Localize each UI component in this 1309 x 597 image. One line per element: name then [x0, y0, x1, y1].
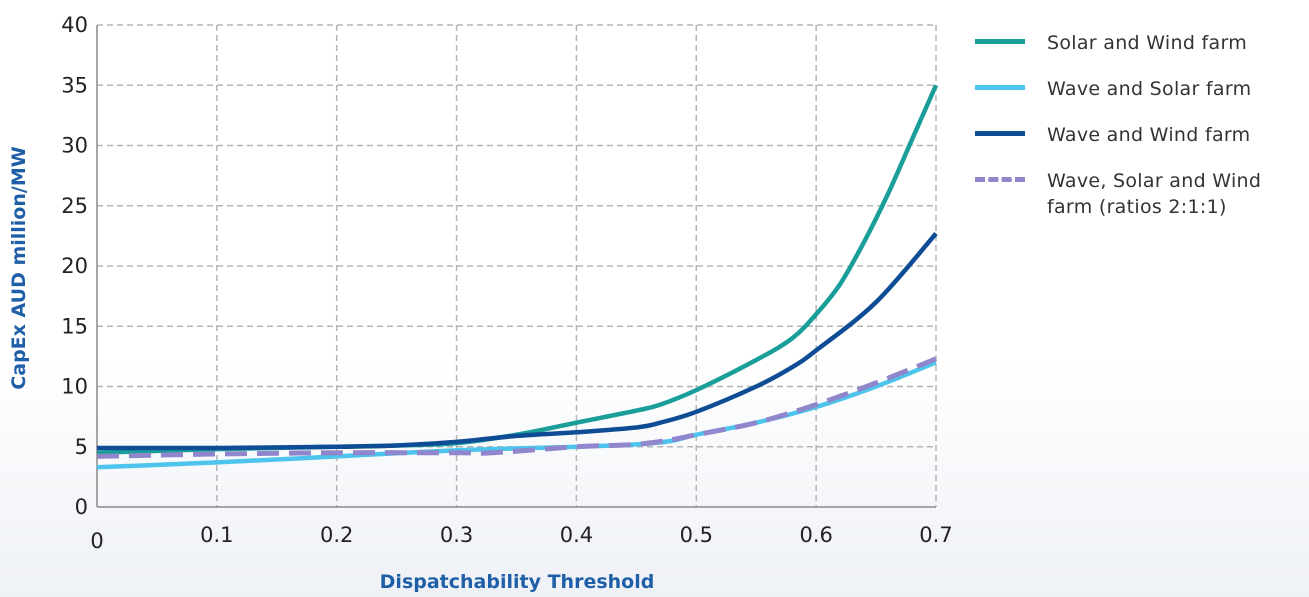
y-axis-title: CapEx AUD million/MW	[8, 146, 30, 389]
legend-swatch	[975, 30, 1025, 54]
legend-label: Wave, Solar and Wind farm (ratios 2:1:1)	[1047, 170, 1262, 218]
y-tick-label: 10	[61, 375, 88, 399]
legend: Solar and Wind farm Wave and Solar farm Wa…	[975, 30, 1305, 240]
series-line-2	[96, 231, 938, 451]
legend-label: Wave and Solar farm	[1047, 78, 1252, 100]
legend-swatch	[975, 76, 1025, 100]
y-tick-label: 40	[61, 13, 88, 37]
series-line-3	[96, 356, 937, 459]
y-tick-label: 35	[61, 73, 88, 97]
y-tick-label: 15	[61, 314, 88, 338]
y-tick-label: 5	[75, 435, 88, 459]
legend-item: Solar and Wind farm	[975, 30, 1305, 56]
x-tick-label: 0.5	[680, 523, 713, 547]
legend-item: Wave and Wind farm	[975, 122, 1305, 148]
x-tick-label: 0.6	[799, 523, 832, 547]
legend-swatch	[975, 122, 1025, 146]
legend-swatch	[975, 168, 1025, 192]
x-tick-label: 0.7	[919, 523, 952, 547]
y-tick-label: 25	[61, 194, 88, 218]
x-tick-label: 0.1	[200, 523, 233, 547]
x-tick-label: 0.3	[440, 523, 473, 547]
tick-labels: 0 0.1 0.2 0.3 0.4 0.5 0.6 0.7 0 5 10 15 20 25 30 35 40	[61, 13, 952, 553]
series-lines	[96, 84, 939, 470]
series-line-0	[96, 84, 939, 456]
legend-label: Solar and Wind farm	[1047, 32, 1248, 54]
legend-label: Wave and Wind farm	[1047, 124, 1251, 146]
y-tick-label: 20	[61, 254, 88, 278]
x-tick-label: 0	[90, 529, 103, 553]
grid	[97, 24, 937, 507]
legend-item: Wave and Solar farm	[975, 76, 1305, 102]
legend-item: Wave, Solar and Wind farm (ratios 2:1:1)	[975, 168, 1305, 220]
y-tick-label: 30	[61, 134, 88, 158]
axes	[96, 25, 936, 508]
x-tick-label: 0.4	[560, 523, 593, 547]
x-axis-title: Dispatchability Threshold	[380, 571, 655, 593]
x-tick-label: 0.2	[320, 523, 353, 547]
y-tick-label: 0	[75, 495, 88, 519]
